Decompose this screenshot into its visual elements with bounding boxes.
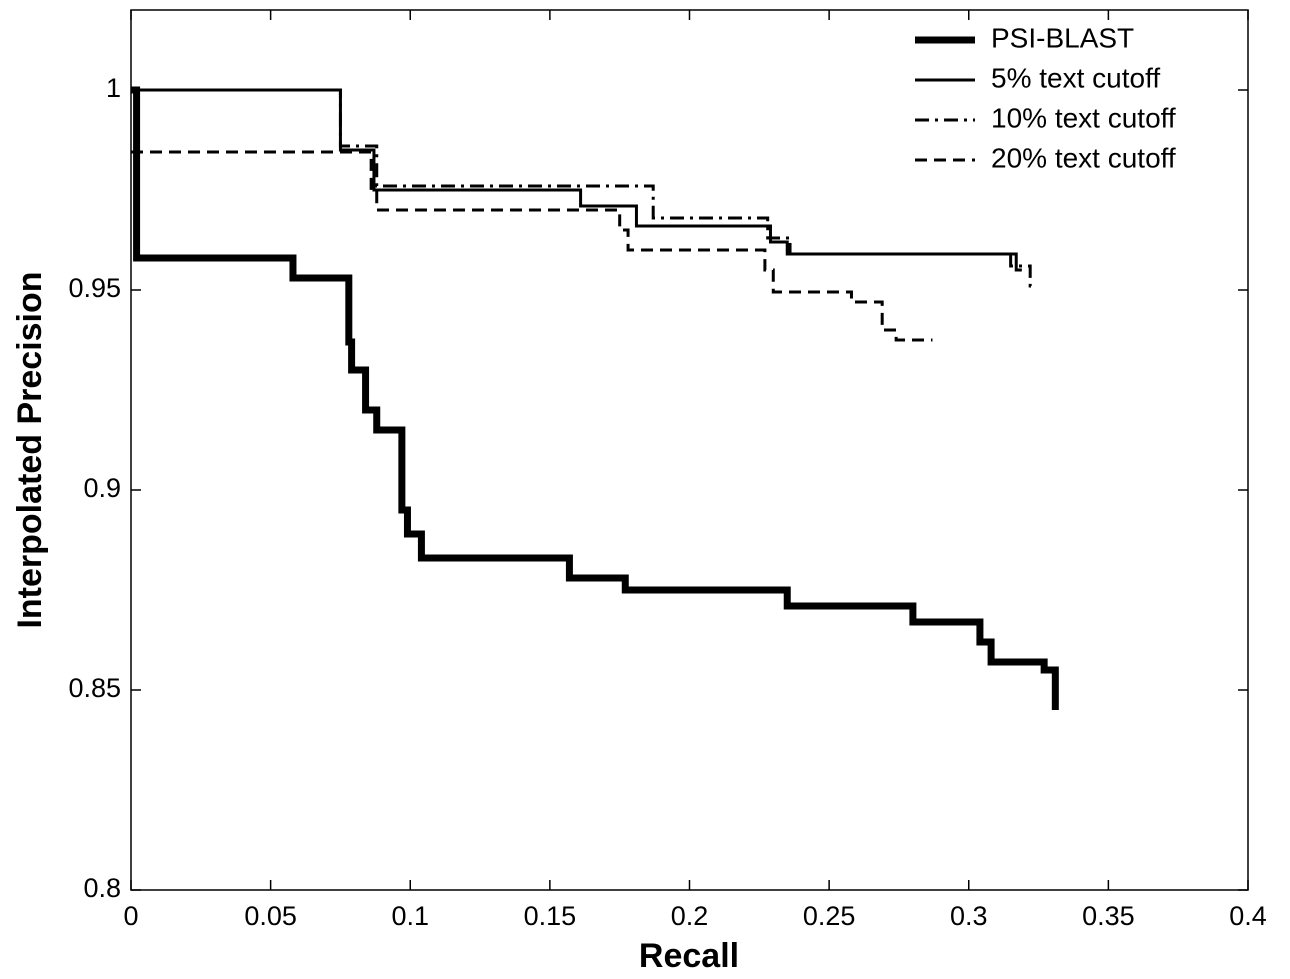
series-line: [131, 88, 1022, 272]
series-line: [131, 88, 1036, 288]
x-tick-label: 0.05: [244, 901, 297, 931]
x-tick-label: 0.25: [803, 901, 856, 931]
x-tick-label: 0.3: [950, 901, 988, 931]
y-axis-label: Interpolated Precision: [11, 271, 49, 628]
y-tick-label: 0.95: [68, 273, 121, 303]
legend-label: 20% text cutoff: [991, 142, 1176, 173]
y-tick-label: 1: [106, 73, 121, 103]
legend-label: PSI-BLAST: [991, 22, 1134, 53]
x-tick-label: 0.4: [1229, 901, 1267, 931]
x-axis-label: Recall: [639, 937, 739, 975]
x-tick-label: 0.15: [524, 901, 577, 931]
x-tick-label: 0.2: [671, 901, 709, 931]
legend-label: 5% text cutoff: [991, 62, 1160, 93]
legend-label: 10% text cutoff: [991, 102, 1176, 133]
y-tick-label: 0.8: [83, 873, 121, 903]
series-line: [131, 86, 1059, 710]
series-line: [131, 150, 933, 342]
x-tick-label: 0.35: [1082, 901, 1135, 931]
x-tick-label: 0.1: [391, 901, 429, 931]
y-tick-label: 0.85: [68, 673, 121, 703]
x-tick-label: 0: [123, 901, 138, 931]
y-tick-label: 0.9: [83, 473, 121, 503]
